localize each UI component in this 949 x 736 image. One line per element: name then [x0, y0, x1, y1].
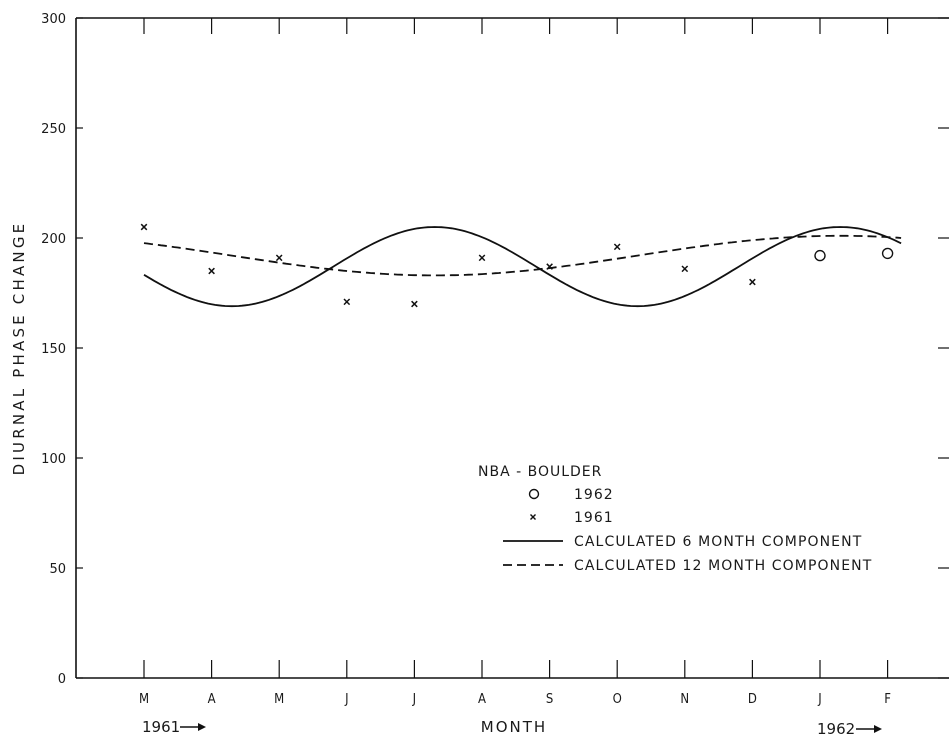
x-tick-label: M: [139, 692, 149, 707]
x-tick-label: N: [680, 692, 689, 707]
data-points: [140, 223, 894, 308]
data-point-1961: [546, 263, 553, 270]
data-point-1961: [140, 223, 148, 231]
twelve-month-component-curve: [143, 234, 902, 277]
fitted-curves: [143, 226, 902, 308]
legend-x-marker: [530, 514, 536, 520]
x-tick-label: J: [817, 692, 821, 707]
data-point-1961: [275, 254, 283, 262]
y-tick-label: 150: [41, 342, 66, 357]
x-tick-label: S: [546, 692, 553, 707]
x-axis-label: MONTH: [481, 718, 547, 736]
legend-label-1961: 1961: [574, 510, 614, 526]
year-label-1962: 1962: [817, 720, 882, 736]
x-tick-label: J: [344, 692, 348, 707]
x-tick-label: D: [748, 692, 757, 707]
x-tick-label: A: [478, 692, 486, 707]
legend-label-6-month: CALCULATED 6 MONTH COMPONENT: [574, 534, 862, 550]
x-tick-label: O: [613, 692, 622, 707]
data-point-1962: [881, 247, 894, 260]
data-point-1961: [613, 243, 621, 251]
x-tick-label: A: [208, 692, 216, 707]
x-tick-label: M: [274, 692, 284, 707]
y-tick-label: 50: [49, 562, 66, 577]
data-point-1961: [208, 267, 215, 275]
data-point-1961: [343, 298, 351, 306]
x-tick-label: F: [884, 692, 891, 707]
six-month-component-curve: [143, 226, 902, 308]
y-tick-label: 200: [41, 232, 66, 247]
year-label-1961: 1961: [142, 718, 206, 736]
y-ticks: 0 50 100 150 200 250 300: [41, 12, 949, 687]
year-label-text: 1962: [817, 720, 855, 736]
y-tick-label: 250: [41, 122, 66, 137]
year-arrow-head: [198, 723, 206, 731]
year-label-text: 1961: [142, 718, 180, 736]
y-axis-label: DIURNAL PHASE CHANGE: [10, 221, 28, 476]
data-point-1962: [814, 249, 826, 262]
legend: NBA - BOULDER 1962 1961 CALCULATED 6 MON…: [478, 464, 872, 574]
y-tick-label: 300: [41, 12, 66, 27]
legend-label-1962: 1962: [574, 487, 614, 503]
y-tick-label: 0: [58, 672, 66, 687]
y-tick-label: 100: [41, 452, 66, 467]
year-arrow-head: [874, 725, 882, 733]
data-point-1961: [478, 254, 486, 262]
legend-title: NBA - BOULDER: [478, 464, 602, 480]
legend-label-12-month: CALCULATED 12 MONTH COMPONENT: [574, 558, 872, 574]
data-point-1961: [749, 278, 756, 286]
data-point-1961: [681, 265, 689, 273]
legend-circle-marker: [528, 488, 540, 500]
data-point-1961: [411, 300, 418, 308]
x-tick-label: J: [412, 692, 416, 707]
